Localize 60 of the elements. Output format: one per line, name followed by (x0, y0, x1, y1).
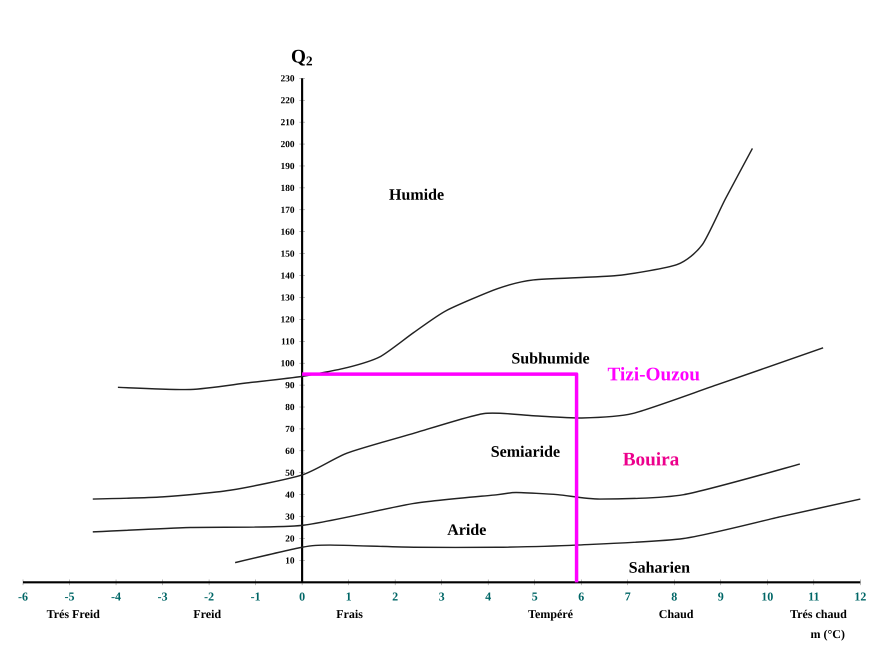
x-tick-label: 5 (532, 592, 538, 601)
x-tick-label: -6 (18, 592, 28, 601)
x-tick-label: -1 (251, 592, 260, 600)
y-tick-label: 180 (281, 184, 294, 192)
y-tick-label: 190 (281, 162, 294, 170)
annotation: Subhumide (512, 352, 590, 364)
x-tick-label: -5 (64, 592, 74, 601)
y-tick-label: 150 (281, 250, 294, 257)
text: Frais (336, 610, 363, 618)
annotation: Humide (389, 188, 444, 200)
y-tick-label: 20 (286, 535, 294, 542)
series-label: Tizi-Ouzou (608, 366, 700, 381)
x-tick-label: 2 (392, 592, 398, 600)
text: Trés chaud (790, 610, 847, 618)
y-tick-label: 80 (286, 404, 294, 410)
y-tick-label: 120 (281, 316, 294, 323)
text: Trés Freid (46, 610, 100, 618)
y-tick-label: 30 (286, 513, 294, 520)
y-tick-label: 210 (280, 118, 294, 126)
text: Chaud (659, 610, 694, 618)
y-tick-label: 170 (281, 206, 294, 213)
x-tick-label: 10 (762, 592, 773, 601)
y-tick-label: 60 (286, 448, 294, 454)
y-tick-label: 90 (285, 382, 294, 388)
x-tick-label: 1 (346, 592, 352, 600)
annotation: Aride (447, 524, 486, 536)
y-tick-label: 220 (280, 97, 294, 104)
x-tick-label: 4 (485, 592, 491, 600)
x-tick-label: 7 (625, 592, 630, 600)
x-tick-label: -3 (158, 592, 168, 601)
y-tick-label: 110 (282, 338, 294, 344)
line-series (92, 347, 824, 500)
annotation: Bouira (623, 452, 679, 466)
text: Freid (194, 610, 221, 618)
y-tick-label: 160 (281, 228, 294, 235)
annotation: Saharien (630, 562, 690, 573)
line-series (234, 498, 862, 564)
x-axis-title: m (°C) (810, 630, 844, 641)
y-tick-label: 70 (286, 426, 294, 432)
text: Tempéré (528, 610, 573, 621)
y-axis-title: Q$_{2}$ (292, 50, 312, 66)
y-tick-label: 130 (281, 294, 294, 301)
y-tick-label: 230 (280, 75, 294, 82)
x-tick-label: 12 (855, 592, 866, 600)
y-tick-label: 200 (280, 140, 294, 148)
y-tick-label: 140 (281, 272, 294, 279)
x-tick-label: 0 (300, 592, 305, 601)
annotation: Semiaride (492, 446, 560, 457)
y-tick-label: 100 (281, 360, 294, 366)
x-tick-label: 11 (809, 592, 819, 600)
x-tick-label: 3 (439, 592, 444, 601)
y-tick-label: 50 (286, 470, 294, 476)
x-tick-label: -4 (111, 592, 121, 600)
x-tick-label: -2 (204, 592, 214, 600)
y-tick-label: 40 (285, 492, 294, 498)
y-tick-label: 10 (286, 557, 294, 564)
line-series (117, 148, 754, 390)
x-tick-label: 8 (672, 592, 677, 601)
x-tick-label: 9 (718, 592, 724, 601)
x-tick-label: 6 (578, 592, 584, 601)
